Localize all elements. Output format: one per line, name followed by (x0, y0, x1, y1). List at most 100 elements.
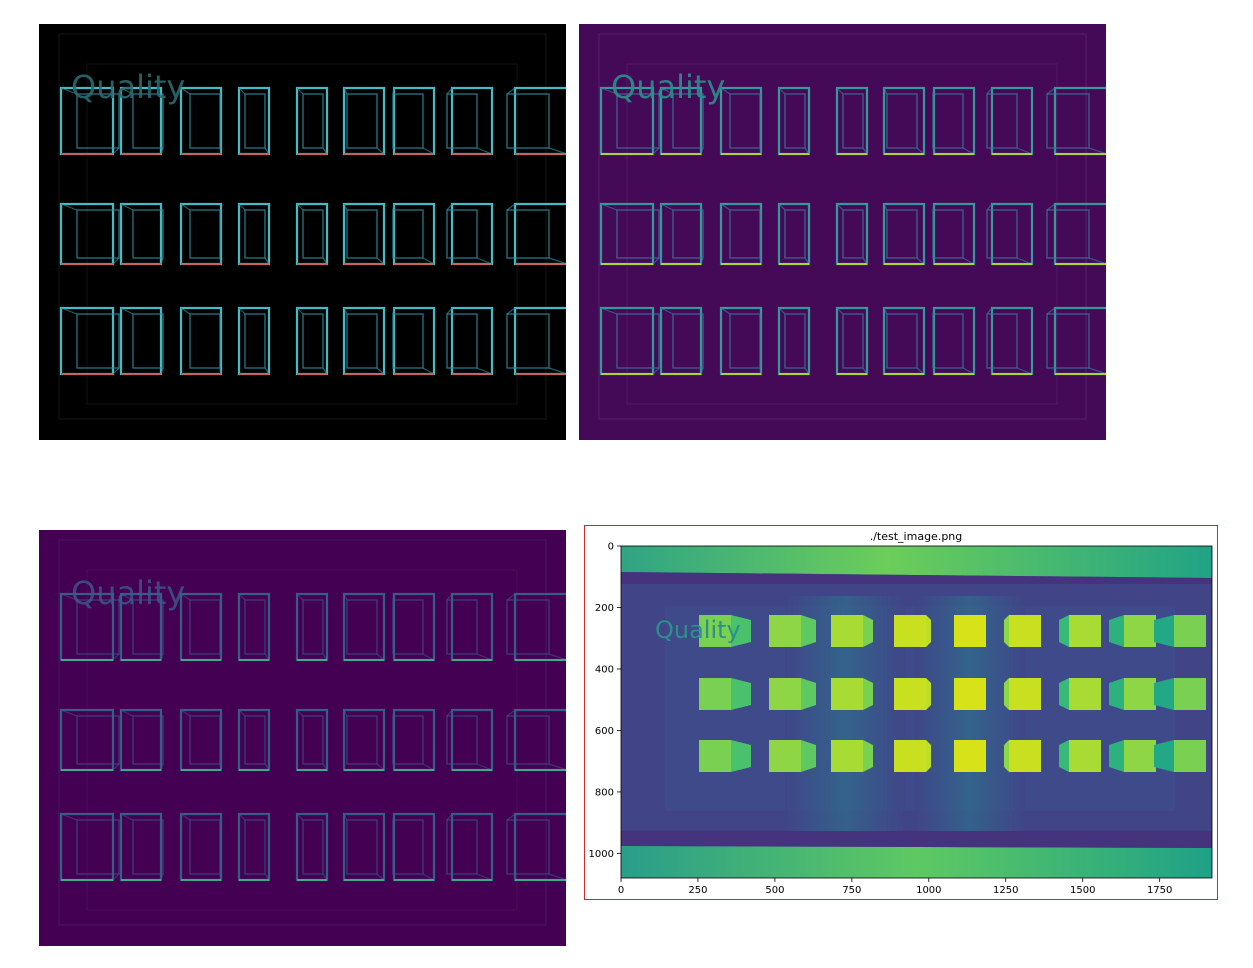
wire-cube (392, 202, 436, 266)
wire-cube (179, 708, 223, 772)
x-tick-label: 1000 (916, 885, 941, 896)
wire-cube (342, 306, 386, 376)
wire-cube (295, 812, 329, 882)
wire-cube (1046, 86, 1106, 156)
wire-cube (295, 708, 329, 772)
x-tick-label: 0 (618, 885, 624, 896)
x-tick-label: 250 (688, 885, 707, 896)
wire-cube (59, 202, 120, 266)
watermark-text: Quality (655, 616, 741, 644)
wire-cube (342, 592, 386, 662)
wire-cube (777, 86, 811, 156)
shaded-cube (894, 615, 931, 647)
shaded-cube (954, 678, 986, 710)
wire-cube (237, 812, 271, 882)
wire-cube (392, 306, 436, 376)
shaded-cube (1109, 678, 1156, 710)
wire-cube (237, 592, 271, 662)
depth-plot-svg: ./test_image.png Quality 0 250 500 750 1000 1… (589, 530, 1213, 896)
wire-cube (1046, 306, 1106, 376)
wire-cube (179, 812, 223, 882)
shaded-cube (699, 740, 751, 772)
wire-cube (882, 86, 926, 156)
wire-cube (446, 86, 494, 156)
shaded-cube (1154, 615, 1206, 647)
wire-cube (295, 86, 329, 156)
wire-cube (119, 202, 164, 266)
wire-cube (446, 306, 494, 376)
shaded-cube (769, 678, 816, 710)
wire-cube (392, 86, 436, 156)
y-tick-label: 200 (595, 603, 614, 614)
shaded-cube (1109, 740, 1156, 772)
edge-magnitude-panel-a: Quality (579, 24, 1106, 440)
wire-cube (506, 306, 566, 376)
wire-cube (179, 592, 223, 662)
wire-cube (882, 202, 926, 266)
wire-cube (59, 306, 120, 376)
wire-cube (506, 86, 566, 156)
wire-cube (835, 202, 869, 266)
wire-cube (932, 202, 976, 266)
wire-cube (392, 708, 436, 772)
y-tick-label: 800 (595, 787, 614, 798)
wire-cube (446, 812, 494, 882)
wire-cube (506, 708, 566, 772)
wire-cube (237, 306, 271, 376)
edge-magnitude-image-a: Quality (579, 24, 1106, 440)
wire-cube (446, 202, 494, 266)
shaded-cube (769, 740, 816, 772)
wire-cube (777, 202, 811, 266)
wire-cube (295, 592, 329, 662)
shaded-cube (1059, 678, 1101, 710)
shaded-cube (1109, 615, 1156, 647)
wire-cube (342, 202, 386, 266)
wire-cube (119, 86, 164, 156)
y-tick-label: 600 (595, 726, 614, 737)
wire-cube (986, 306, 1034, 376)
wire-cube (237, 202, 271, 266)
shaded-cube (1154, 678, 1206, 710)
watermark-text: Quality (71, 574, 185, 612)
shaded-cube (894, 740, 931, 772)
wire-cube (506, 202, 566, 266)
watermark-text: Quality (71, 68, 185, 106)
wire-cube (719, 202, 763, 266)
shaded-cube (1059, 615, 1101, 647)
wire-cube (295, 202, 329, 266)
wire-cube (599, 306, 660, 376)
wire-cube (932, 86, 976, 156)
shaded-cube (831, 740, 873, 772)
wire-cube (179, 86, 223, 156)
wire-cube (777, 306, 811, 376)
wire-cube (835, 86, 869, 156)
wire-cube (342, 86, 386, 156)
wire-cube (179, 202, 223, 266)
shaded-cube (954, 615, 986, 647)
wire-cube (237, 86, 271, 156)
depth-plot-figure: ./test_image.png Quality 0 250 500 750 1000 1… (584, 525, 1218, 900)
wire-cube (119, 306, 164, 376)
wire-cube (986, 202, 1034, 266)
wire-cube (506, 812, 566, 882)
y-tick-label: 1000 (589, 849, 614, 860)
wire-cube (882, 306, 926, 376)
edge-rgb-image: Quality (39, 24, 566, 440)
shaded-cube (769, 615, 816, 647)
wire-cube (119, 812, 164, 882)
x-axis: 0 250 500 750 1000 1250 1500 1750 (618, 878, 1172, 896)
edge-magnitude-image-b: Quality (39, 530, 566, 946)
wire-cube (392, 592, 436, 662)
shaded-cube (1004, 740, 1041, 772)
x-tick-label: 1250 (993, 885, 1018, 896)
edge-rgb-panel: Quality (39, 24, 566, 440)
wire-cube (599, 202, 660, 266)
wire-cube (446, 708, 494, 772)
wire-cube (599, 86, 660, 156)
shaded-cube (894, 678, 931, 710)
y-tick-label: 0 (608, 542, 614, 553)
wire-cube (659, 202, 704, 266)
wire-cube (719, 306, 763, 376)
wire-cube (342, 812, 386, 882)
shaded-cube (954, 740, 986, 772)
